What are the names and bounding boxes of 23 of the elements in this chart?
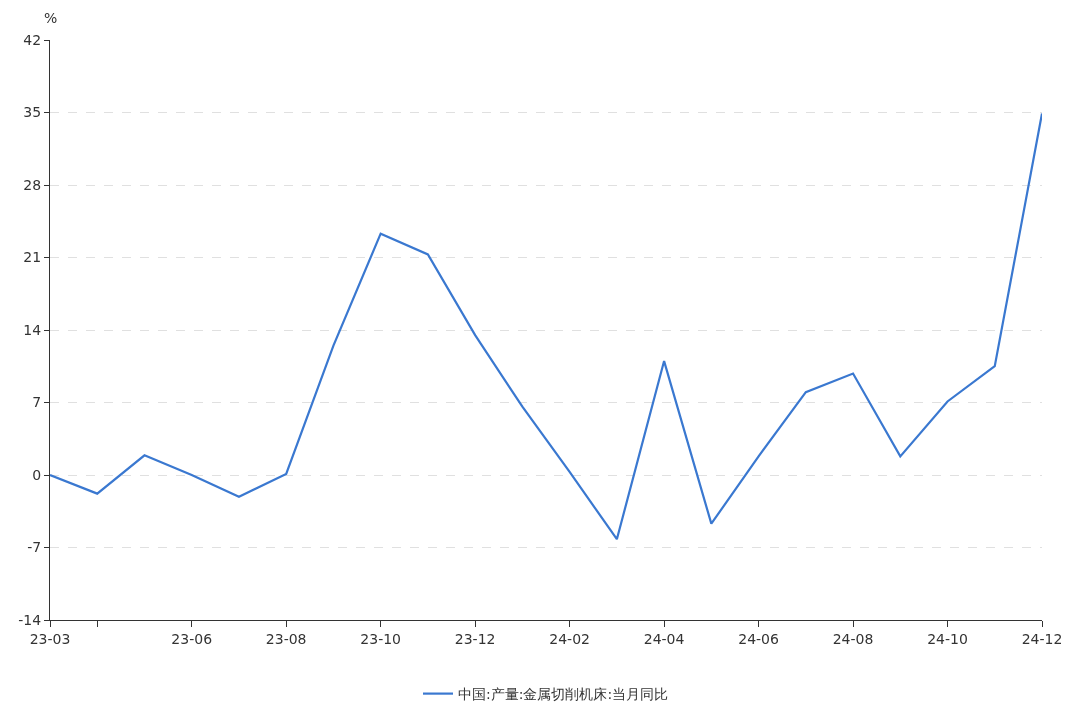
line-series [50, 112, 1042, 541]
legend-label: 中国:产量:金属切削机床:当月同比 [458, 686, 669, 703]
x-tick-label: 23-08 [265, 630, 307, 647]
x-tick-label: 23-06 [171, 630, 213, 647]
y-axis-title: % [44, 10, 58, 26]
y-tick-label: -14 [18, 611, 42, 628]
y-tick-label: 21 [23, 249, 42, 266]
x-tick-label: 24-10 [927, 630, 968, 647]
y-tick-label: 28 [23, 176, 42, 193]
x-tick-label: 24-02 [549, 630, 590, 647]
x-tick-label: 24-04 [643, 630, 685, 647]
y-tick-label: 42 [23, 31, 42, 48]
y-tick-label: -7 [27, 539, 42, 556]
x-tick-label: 24-06 [738, 630, 779, 647]
x-tick-label: 23-12 [454, 630, 496, 647]
x-tick-label: 24-12 [1021, 630, 1063, 647]
y-tick-label: 0 [32, 466, 42, 483]
x-tick-label: 24-08 [832, 630, 874, 647]
x-tick-label: 23-03 [29, 630, 71, 647]
y-tick-label: 14 [23, 321, 42, 338]
x-tick-label: 23-10 [360, 630, 402, 647]
y-tick-label: 35 [23, 104, 42, 121]
y-tick-label: 7 [32, 394, 42, 411]
